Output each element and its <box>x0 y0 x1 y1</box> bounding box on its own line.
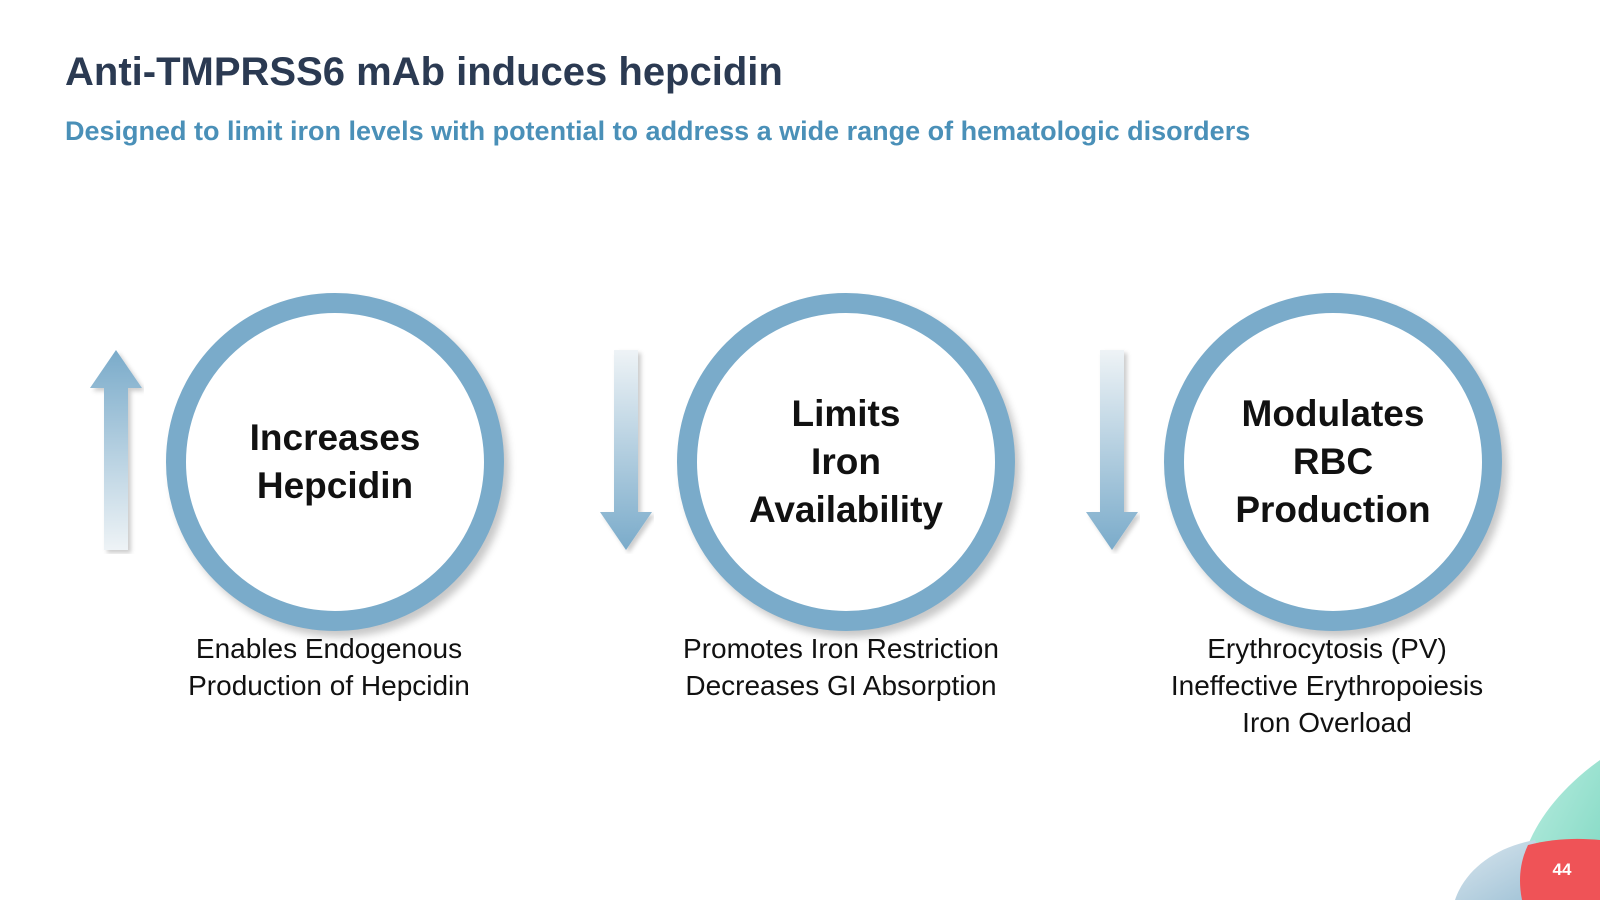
circle-modulates-rbc-production: Modulates RBC Production <box>1164 293 1502 631</box>
up-arrow-icon <box>90 350 142 550</box>
circle-label: Limits Iron Availability <box>749 393 943 530</box>
page-number: 44 <box>1552 860 1572 879</box>
step-description: Erythrocytosis (PV) Ineffective Erythrop… <box>1170 633 1484 738</box>
step-description: Promotes Iron Restriction Decreases GI A… <box>683 633 999 701</box>
down-arrow-icon <box>600 350 652 550</box>
circle-label: Increases Hepcidin <box>249 417 421 506</box>
circle-limits-iron-availability: Limits Iron Availability <box>677 293 1015 631</box>
circle-label: Modulates RBC Production <box>1235 393 1431 530</box>
step-description: Enables Endogenous Production of Hepcidi… <box>188 633 470 701</box>
slide-title: Anti-TMPRSS6 mAb induces hepcidin <box>65 50 783 94</box>
down-arrow-icon <box>1086 350 1138 550</box>
slide-subtitle: Designed to limit iron levels with poten… <box>65 116 1251 146</box>
circle-increases-hepcidin: Increases Hepcidin <box>166 293 504 631</box>
